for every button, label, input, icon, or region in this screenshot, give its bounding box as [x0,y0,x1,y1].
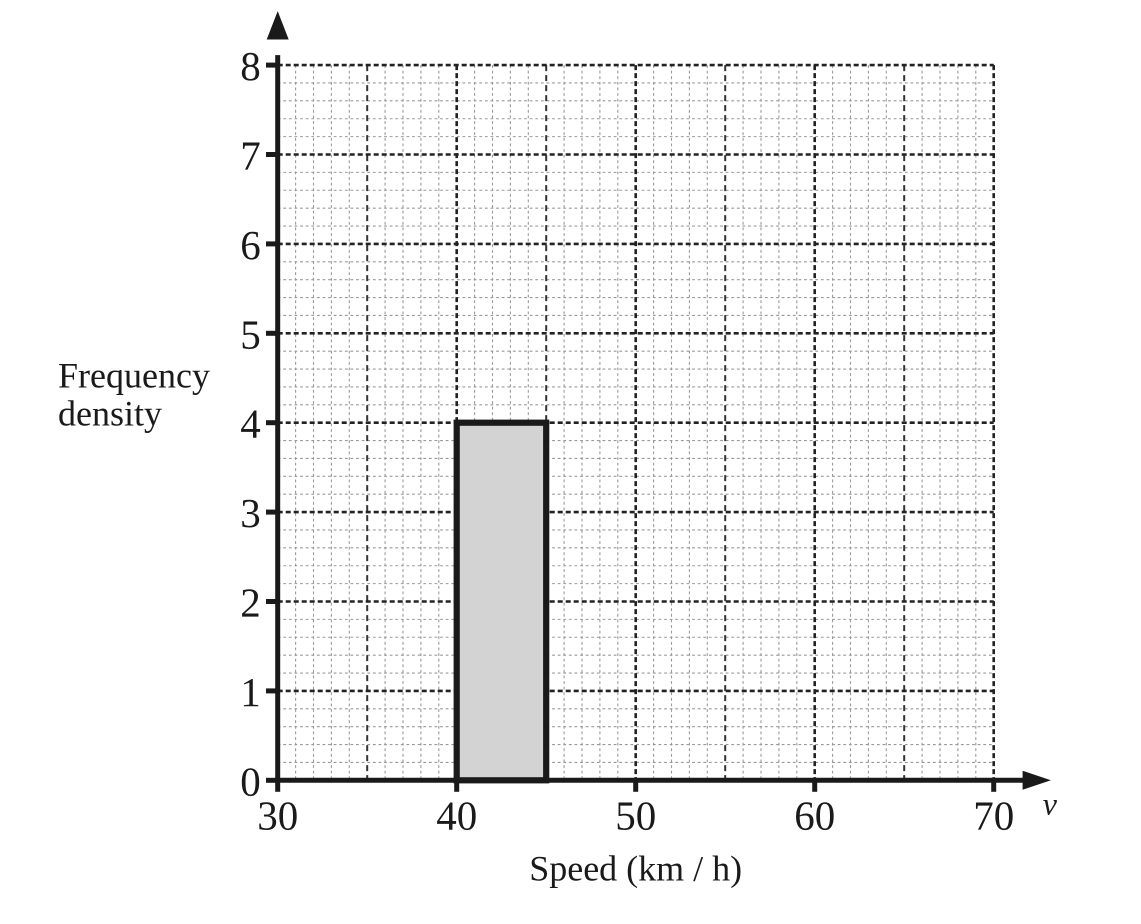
svg-text:6: 6 [240,222,261,268]
svg-text:v: v [1043,785,1058,821]
svg-text:2: 2 [240,580,261,626]
svg-text:Speed (km / h): Speed (km / h) [529,848,742,888]
svg-text:4: 4 [240,401,261,447]
svg-text:3: 3 [240,490,261,536]
svg-text:7: 7 [240,133,261,179]
svg-text:50: 50 [615,792,656,838]
svg-text:60: 60 [794,792,835,838]
svg-text:70: 70 [973,792,1014,838]
svg-text:8: 8 [240,43,261,89]
svg-text:density: density [58,394,162,434]
svg-text:30: 30 [257,792,298,838]
svg-text:5: 5 [240,311,261,357]
svg-text:1: 1 [240,669,261,715]
svg-text:40: 40 [436,792,477,838]
svg-text:Frequency: Frequency [58,356,210,396]
